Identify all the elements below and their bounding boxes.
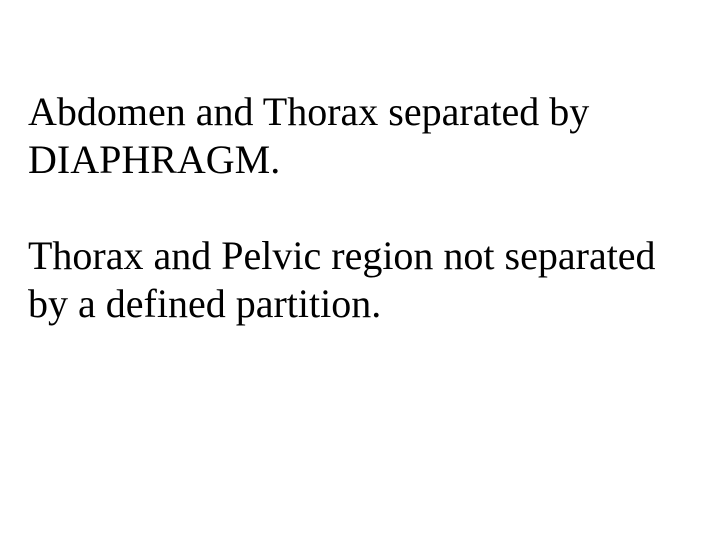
paragraph-1: Abdomen and Thorax separated by DIAPHRAG… bbox=[28, 88, 680, 184]
paragraph-spacer bbox=[28, 184, 680, 232]
paragraph-2: Thorax and Pelvic region not separated b… bbox=[28, 232, 680, 328]
